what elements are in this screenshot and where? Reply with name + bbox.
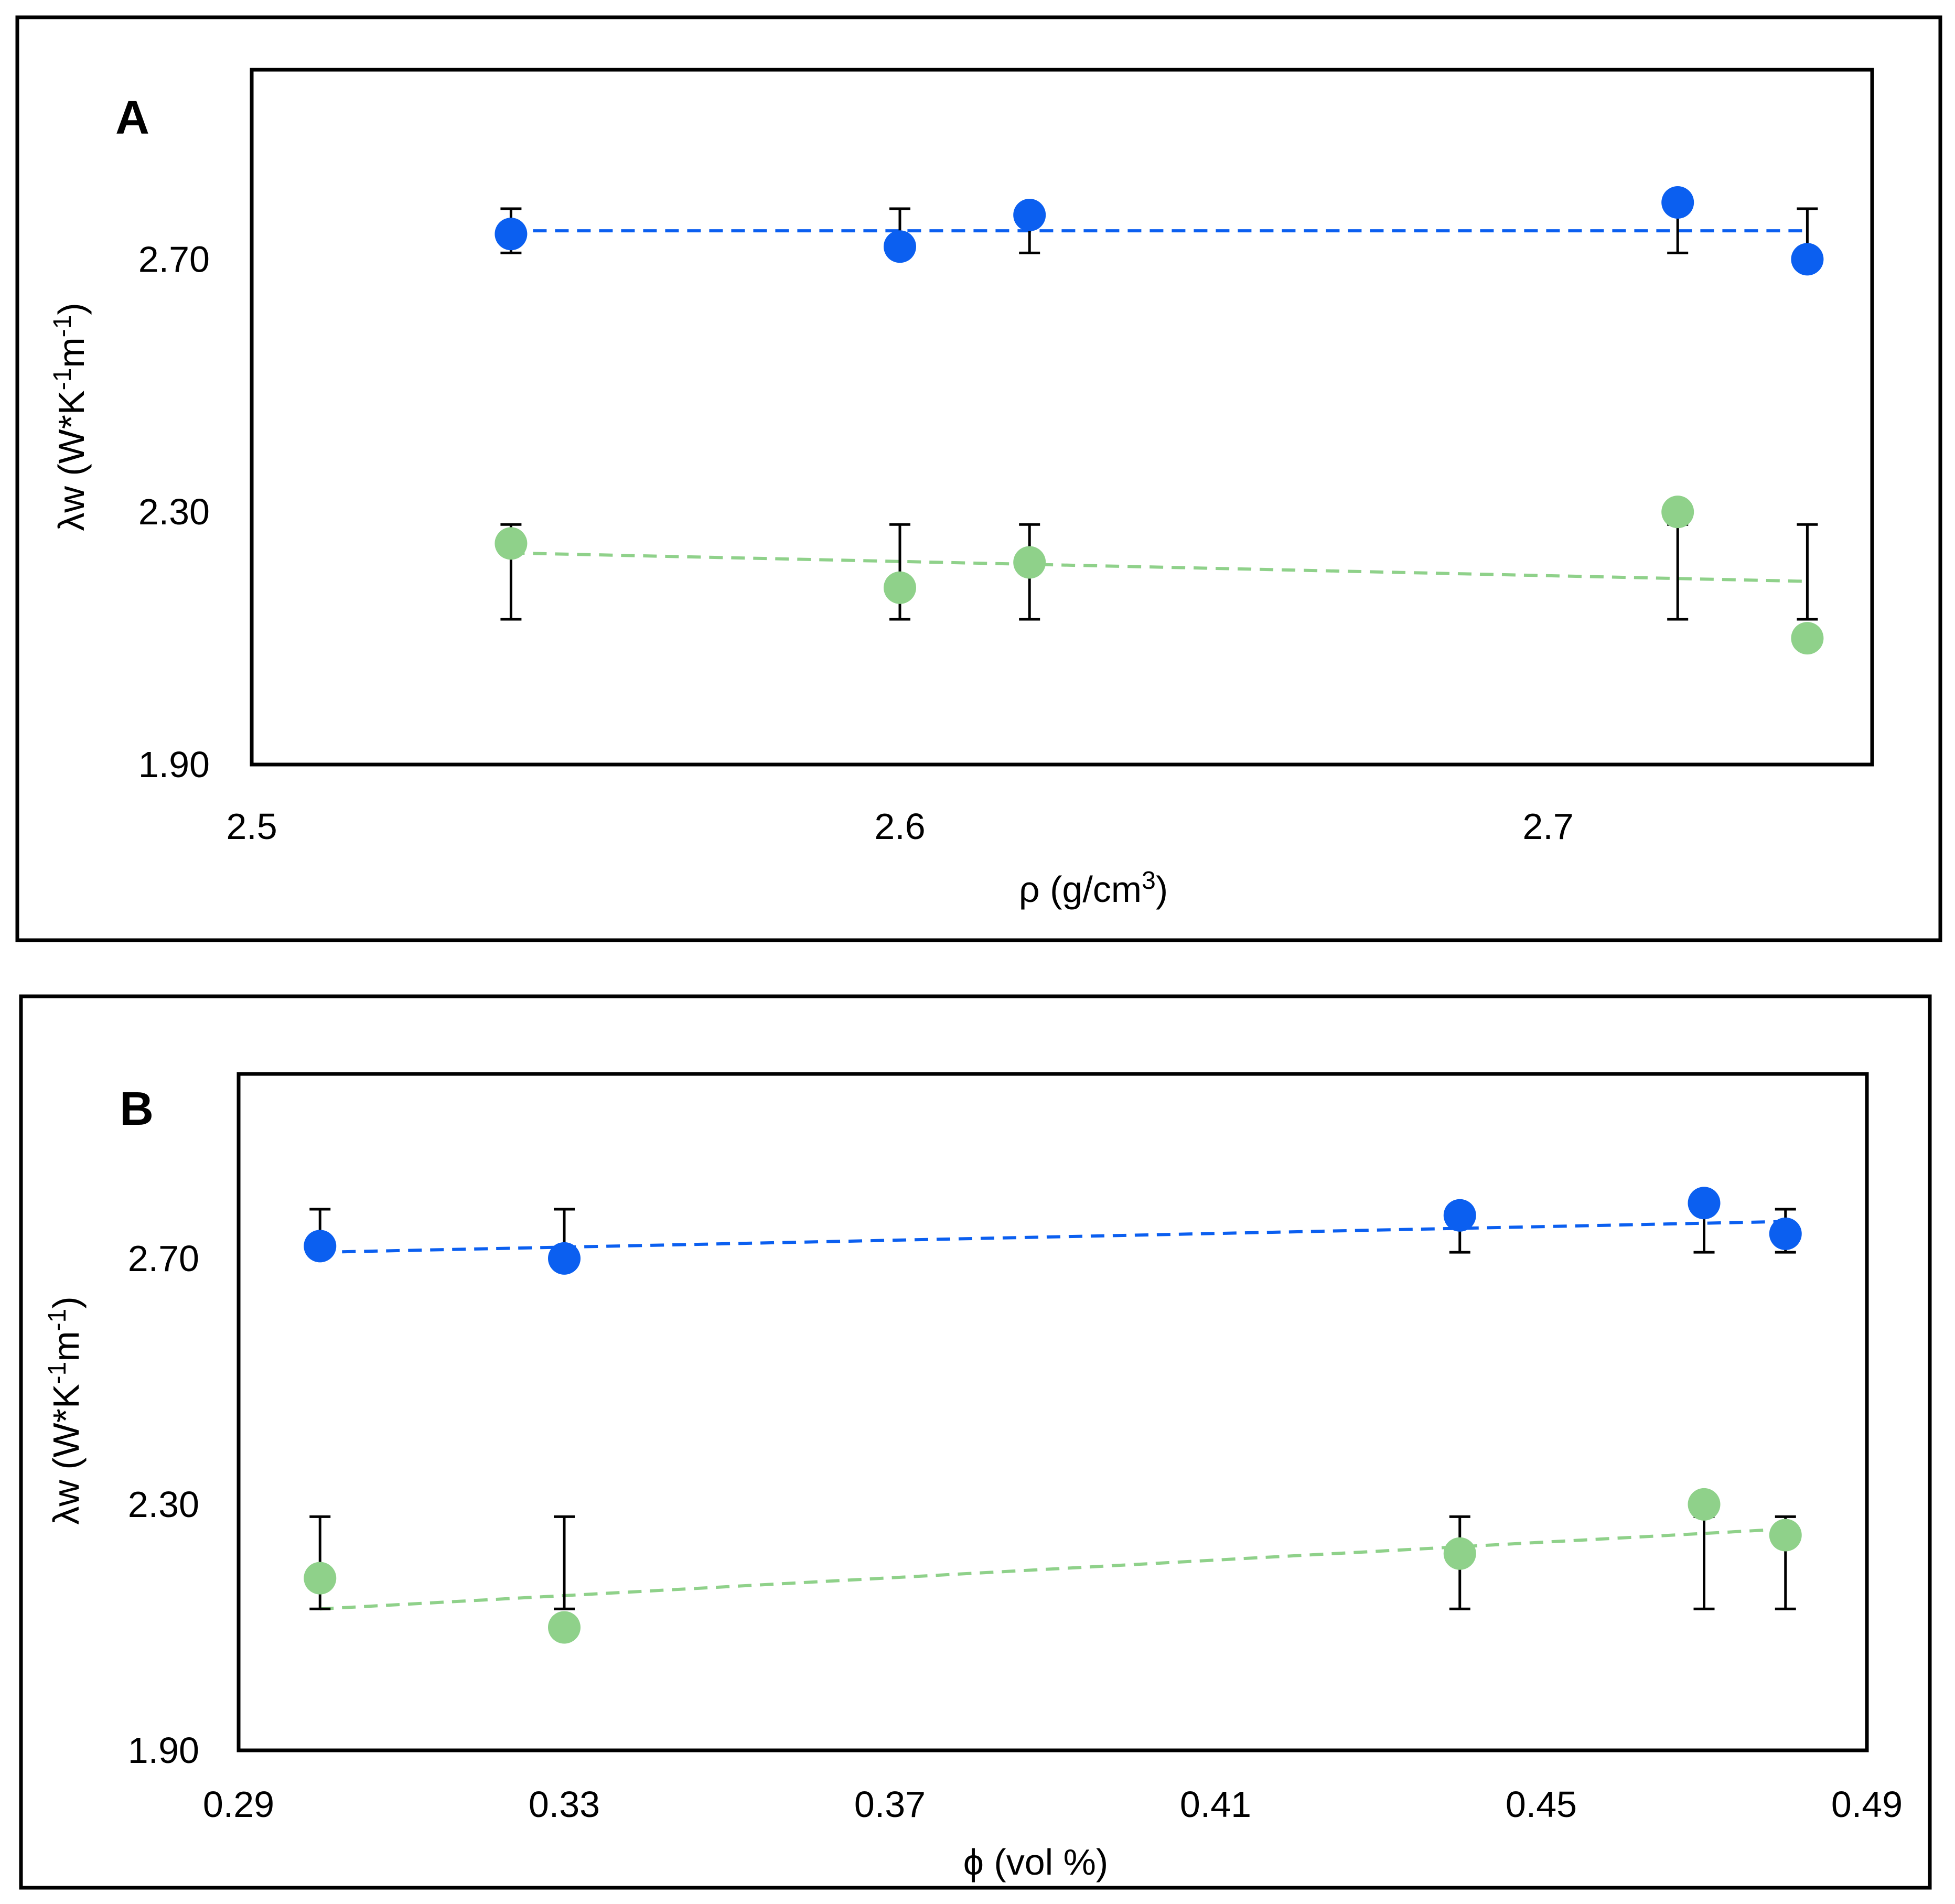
panel-b-y-tick-labels: 1.90 2.30 2.70 <box>128 1238 199 1771</box>
error-bar-green <box>554 1515 575 1610</box>
data-point-green <box>1769 1519 1802 1552</box>
data-point-blue <box>1661 186 1694 219</box>
x-tick-label: 0.37 <box>854 1784 926 1825</box>
data-point-green <box>1443 1537 1476 1570</box>
x-tick-label: 0.49 <box>1831 1784 1903 1825</box>
panel-b: B 1.90 2.30 2.70 0.29 0.33 0.37 0.41 0.4… <box>19 994 1932 1890</box>
data-point-green <box>548 1611 581 1644</box>
panel-b-y-axis-label: λw (W*K-1m-1) <box>44 1296 87 1524</box>
data-point-green <box>1013 546 1046 579</box>
panel-a-letter: A <box>115 92 149 144</box>
data-point-blue <box>1769 1217 1802 1250</box>
panel-a-data-marks <box>495 186 1824 655</box>
x-tick-label: 2.5 <box>226 806 277 847</box>
data-point-blue <box>1013 199 1046 232</box>
x-tick-label: 0.29 <box>203 1784 274 1825</box>
data-point-blue <box>304 1230 337 1263</box>
panel-a-y-axis-label: λw (W*K-1m-1) <box>49 303 92 531</box>
panel-a: A 1.90 2.30 2.70 2.5 2.6 2.7 ρ (g/cm3) λ… <box>15 15 1942 942</box>
x-tick-label: 2.6 <box>874 806 925 847</box>
panel-b-plot-area <box>237 1072 1869 1752</box>
data-point-green <box>1791 622 1824 655</box>
data-point-blue <box>495 218 528 251</box>
panel-a-y-tick-labels: 1.90 2.30 2.70 <box>138 239 210 785</box>
data-point-green <box>1661 496 1694 529</box>
data-point-blue <box>548 1242 581 1275</box>
panel-b-x-axis-label: ϕ (vol %) <box>963 1842 1108 1883</box>
panel-a-border <box>15 15 1942 942</box>
y-tick-label: 2.70 <box>128 1238 199 1279</box>
y-tick-label: 2.30 <box>138 491 210 532</box>
data-point-blue <box>1443 1199 1476 1232</box>
x-tick-label: 2.7 <box>1522 806 1573 847</box>
panel-b-border <box>19 994 1932 1890</box>
x-tick-label: 0.33 <box>529 1784 600 1825</box>
data-point-green <box>495 527 528 560</box>
data-point-blue <box>884 230 916 263</box>
data-point-blue <box>1791 243 1824 276</box>
y-tick-label: 2.70 <box>138 239 210 279</box>
x-tick-label: 0.45 <box>1506 1784 1577 1825</box>
trendline-green <box>511 551 1808 583</box>
x-tick-label: 0.41 <box>1180 1784 1251 1825</box>
panel-a-x-tick-labels: 2.5 2.6 2.7 <box>226 806 1573 847</box>
panel-b-letter: B <box>120 1083 154 1135</box>
y-tick-label: 1.90 <box>138 744 210 785</box>
error-bar-green <box>1797 523 1818 621</box>
panel-a-x-axis-label: ρ (g/cm3) <box>1019 867 1168 910</box>
y-tick-label: 1.90 <box>128 1730 199 1771</box>
y-tick-label: 2.30 <box>128 1484 199 1525</box>
panel-b-x-tick-labels: 0.29 0.33 0.37 0.41 0.45 0.49 <box>203 1784 1903 1825</box>
data-point-green <box>884 571 916 604</box>
data-point-green <box>1688 1488 1721 1521</box>
data-point-green <box>304 1562 337 1595</box>
panel-b-data-marks <box>304 1187 1802 1644</box>
panel-a-plot-area <box>250 68 1874 767</box>
data-point-blue <box>1688 1187 1721 1220</box>
